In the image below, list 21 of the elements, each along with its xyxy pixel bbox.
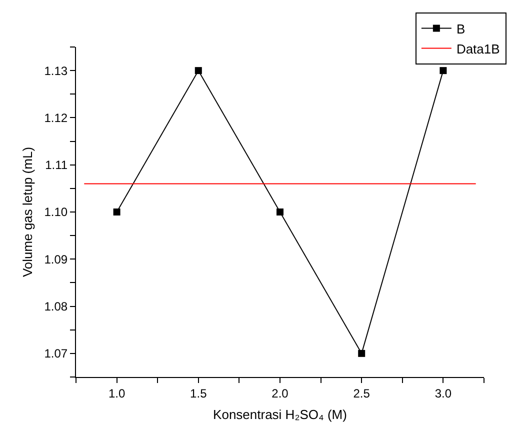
point xyxy=(440,67,447,74)
x-tick-label: 1.0 xyxy=(108,386,126,400)
y-tick-label: 1.09 xyxy=(44,252,68,266)
y-tick-label: 1.10 xyxy=(44,205,68,220)
y-tick-label: 1.11 xyxy=(45,158,68,172)
x-tick-label: 3.0 xyxy=(434,386,452,400)
point xyxy=(276,208,284,216)
legend-label: Data1B xyxy=(456,41,500,56)
x-tick-label: 2.5 xyxy=(353,386,370,400)
point xyxy=(194,67,202,74)
x-tick-label: 1.5 xyxy=(190,386,208,400)
point xyxy=(113,208,120,216)
legend-label: B xyxy=(456,21,466,36)
y-tick-label: 1.13 xyxy=(44,64,68,78)
x-tick-label: 2.0 xyxy=(272,386,289,400)
x-axis-title: Konsentrasi H₂SO₄ (M) xyxy=(213,407,347,422)
y-axis-title: Volume gas letup (mL) xyxy=(20,146,36,278)
point xyxy=(358,350,366,357)
y-tick-label: 1.12 xyxy=(44,110,68,125)
y-tick-label: 1.08 xyxy=(44,299,68,314)
y-tick-label: 1.07 xyxy=(44,346,68,361)
